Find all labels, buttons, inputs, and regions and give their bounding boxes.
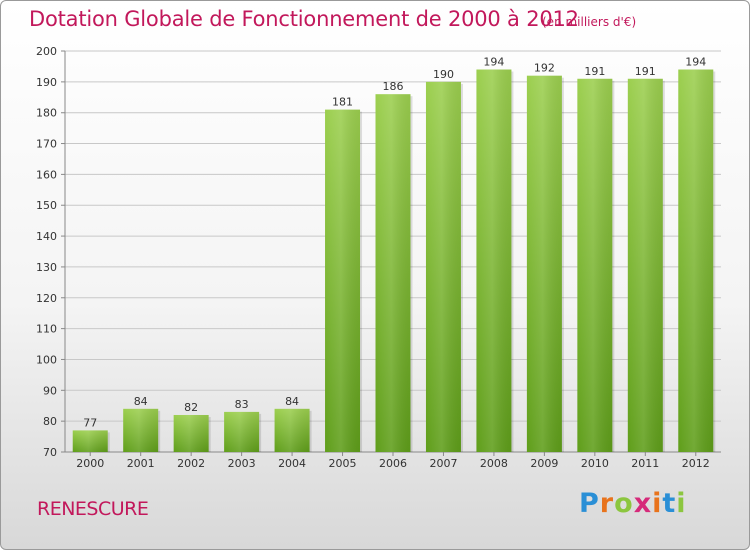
x-tick-label-2011: 2011 <box>631 457 659 470</box>
y-tick-label: 150 <box>36 199 57 212</box>
bar-highlight <box>72 430 108 452</box>
logo-letter: i <box>676 488 687 519</box>
y-tick-label: 140 <box>36 230 57 243</box>
y-tick-label: 120 <box>36 292 57 305</box>
x-tick-label-2012: 2012 <box>682 457 710 470</box>
y-tick-label: 90 <box>43 384 57 397</box>
logo-letter: o <box>614 488 634 519</box>
data-label-2007: 190 <box>433 68 454 81</box>
bar-highlight <box>325 109 361 452</box>
data-label-2009: 192 <box>534 62 555 75</box>
data-labels: 77 84 82 83 84 181 186 190 194 192 191 191 194 <box>83 56 706 430</box>
x-tick-label-2005: 2005 <box>329 457 357 470</box>
chart-subtitle: (en milliers d'€) <box>542 15 637 29</box>
data-label-2012: 194 <box>685 56 706 69</box>
y-tick-label: 170 <box>36 138 57 151</box>
bar-highlight <box>476 69 512 452</box>
axes: 7080901001101201301401501601701801902002… <box>36 45 721 470</box>
y-tick-label: 190 <box>36 76 57 89</box>
data-label-2008: 194 <box>483 56 504 69</box>
data-label-2001: 84 <box>134 395 148 408</box>
bar-highlight <box>173 414 209 452</box>
bar-highlight <box>425 81 461 452</box>
x-tick-label-2002: 2002 <box>177 457 205 470</box>
x-tick-label-2006: 2006 <box>379 457 407 470</box>
x-tick-label-2007: 2007 <box>429 457 457 470</box>
x-tick-label-2009: 2009 <box>530 457 558 470</box>
data-label-2005: 181 <box>332 96 353 109</box>
x-tick-label-2000: 2000 <box>76 457 104 470</box>
x-tick-label-2003: 2003 <box>228 457 256 470</box>
data-label-2000: 77 <box>83 416 97 429</box>
logo-letter: P <box>579 488 600 519</box>
bar-highlight <box>123 408 159 452</box>
bar-highlight <box>375 94 411 452</box>
data-label-2010: 191 <box>584 65 605 78</box>
logo-letter: r <box>599 488 615 519</box>
bars <box>72 69 716 452</box>
logo-letter: x <box>633 488 653 519</box>
y-tick-label: 130 <box>36 261 57 274</box>
bar-highlight <box>678 69 714 452</box>
data-label-2011: 191 <box>635 65 656 78</box>
data-label-2002: 82 <box>184 401 198 414</box>
y-tick-label: 200 <box>36 45 57 58</box>
bar-highlight <box>577 78 613 452</box>
x-tick-label-2001: 2001 <box>127 457 155 470</box>
commune-name: RENESCURE <box>37 498 149 520</box>
data-label-2004: 84 <box>285 395 299 408</box>
y-tick-label: 80 <box>43 415 57 428</box>
logo-letter: i <box>652 488 663 519</box>
data-label-2006: 186 <box>383 80 404 93</box>
x-tick-label-2010: 2010 <box>581 457 609 470</box>
bar-highlight <box>627 78 663 452</box>
bar-highlight <box>526 75 562 452</box>
chart-title: Dotation Globale de Fonctionnement de 20… <box>29 7 579 31</box>
y-tick-label: 180 <box>36 107 57 120</box>
bar-highlight <box>224 411 260 452</box>
proxiti-logo: Proxiti <box>579 488 687 519</box>
x-tick-label-2004: 2004 <box>278 457 306 470</box>
y-tick-label: 160 <box>36 168 57 181</box>
logo-letter: t <box>662 488 677 519</box>
data-label-2003: 83 <box>235 398 249 411</box>
y-tick-label: 110 <box>36 323 57 336</box>
x-tick-label-2008: 2008 <box>480 457 508 470</box>
y-tick-label: 100 <box>36 353 57 366</box>
bar-highlight <box>274 408 310 452</box>
y-tick-label: 70 <box>43 446 57 459</box>
